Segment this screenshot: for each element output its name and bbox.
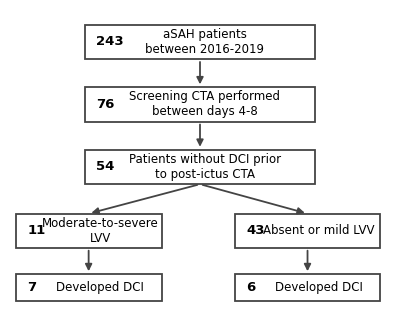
Text: 76: 76 (96, 98, 115, 111)
Text: 11: 11 (27, 224, 46, 237)
FancyBboxPatch shape (234, 214, 380, 248)
Text: 6: 6 (246, 281, 255, 294)
FancyBboxPatch shape (85, 150, 315, 184)
FancyBboxPatch shape (234, 274, 380, 301)
Text: 243: 243 (96, 35, 124, 48)
Text: Moderate-to-severe
LVV: Moderate-to-severe LVV (42, 217, 158, 245)
Text: Absent or mild LVV: Absent or mild LVV (263, 224, 375, 237)
FancyBboxPatch shape (16, 214, 162, 248)
Text: Developed DCI: Developed DCI (275, 281, 363, 294)
FancyBboxPatch shape (16, 274, 162, 301)
Text: Patients without DCI prior
to post-ictus CTA: Patients without DCI prior to post-ictus… (128, 153, 281, 181)
Text: aSAH patients
between 2016-2019: aSAH patients between 2016-2019 (145, 28, 264, 56)
Text: Developed DCI: Developed DCI (56, 281, 144, 294)
FancyBboxPatch shape (85, 87, 315, 122)
FancyBboxPatch shape (85, 25, 315, 59)
Text: 43: 43 (246, 224, 264, 237)
Text: 7: 7 (27, 281, 36, 294)
Text: Screening CTA performed
between days 4-8: Screening CTA performed between days 4-8 (129, 91, 280, 118)
Text: 54: 54 (96, 160, 115, 173)
